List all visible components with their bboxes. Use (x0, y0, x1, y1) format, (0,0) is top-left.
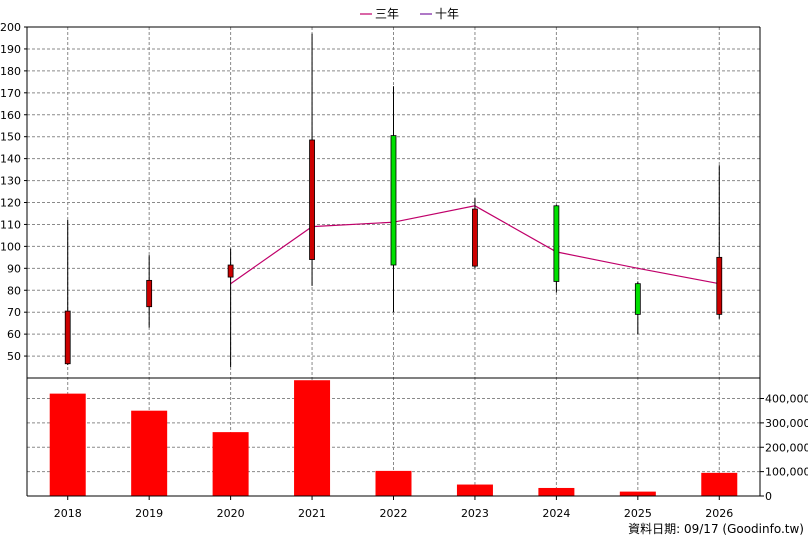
price-tick-label: 140 (0, 153, 21, 166)
candle-body (472, 208, 478, 267)
x-tick-label: 2021 (298, 507, 326, 520)
price-tick-label: 110 (0, 218, 21, 231)
price-tick-label: 50 (7, 350, 21, 363)
volume-tick-label: 300,000 (765, 417, 808, 430)
volume-bars (49, 380, 738, 496)
x-tick-label: 2026 (705, 507, 733, 520)
candle-body (309, 139, 315, 260)
x-tick-label: 2024 (542, 507, 570, 520)
volume-tick-label: 200,000 (765, 441, 808, 454)
price-tick-label: 60 (7, 328, 21, 341)
x-tick-label: 2019 (135, 507, 163, 520)
candle-body (634, 283, 641, 315)
candle-body (227, 264, 234, 278)
volume-bar (49, 393, 86, 496)
volume-bar (294, 380, 331, 496)
price-tick-label: 160 (0, 109, 21, 122)
price-tick-label: 170 (0, 87, 21, 100)
volume-bar (375, 470, 412, 496)
volume-bar (538, 487, 575, 496)
volume-bar (212, 432, 249, 496)
price-tick-label: 90 (7, 262, 21, 275)
price-tick-label: 70 (7, 306, 21, 319)
axes (24, 26, 764, 500)
volume-tick-label: 400,000 (765, 393, 808, 406)
price-tick-label: 190 (0, 43, 21, 56)
price-tick-label: 120 (0, 197, 21, 210)
legend: 三年 十年 (360, 7, 459, 21)
volume-bar (619, 491, 656, 496)
candle-body (716, 256, 723, 315)
volume-bar (456, 484, 493, 496)
price-tick-label: 130 (0, 175, 21, 188)
volume-tick-label: 0 (765, 490, 772, 503)
volume-tick-label: 100,000 (765, 466, 808, 479)
candle-body (390, 135, 397, 266)
price-tick-label: 180 (0, 65, 21, 78)
candle-body (553, 205, 560, 282)
tick-labels: 50 60 70 80 90 100 110 120 130 140 150 160 170 180 190… (0, 21, 808, 520)
x-tick-label: 2022 (380, 507, 408, 520)
x-tick-label: 2025 (624, 507, 652, 520)
price-tick-label: 100 (0, 240, 21, 253)
candlesticks (64, 33, 723, 368)
volume-bar (131, 410, 168, 496)
candle-body (64, 310, 71, 365)
legend-label: 十年 (435, 7, 459, 21)
price-tick-label: 150 (0, 131, 21, 144)
footer-source: 資料日期: 09/17 (Goodinfo.tw) (628, 522, 804, 536)
candle-body (146, 279, 153, 308)
x-tick-label: 2023 (461, 507, 489, 520)
volume-bar (701, 472, 738, 496)
legend-label: 三年 (375, 7, 399, 21)
price-tick-label: 200 (0, 21, 21, 34)
price-tick-label: 80 (7, 284, 21, 297)
x-tick-label: 2020 (217, 507, 245, 520)
x-tick-label: 2018 (54, 507, 82, 520)
